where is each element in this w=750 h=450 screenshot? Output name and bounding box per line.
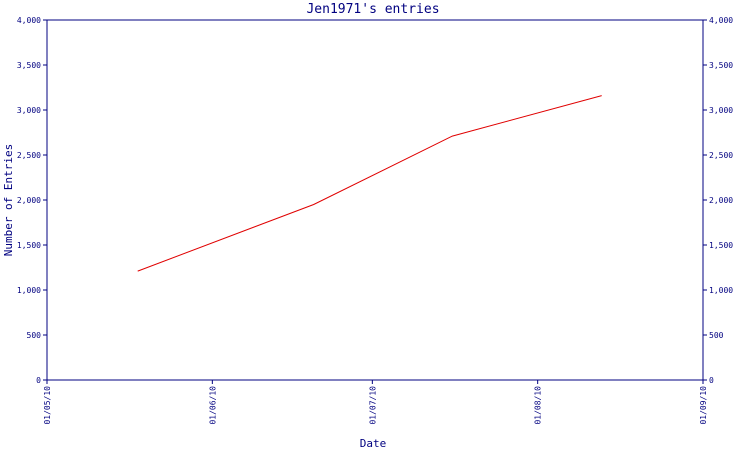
y-tick-label: 4,000 [17, 16, 41, 25]
plot-border [46, 19, 704, 381]
y-tick-label: 2,000 [17, 196, 41, 205]
y-tick-label: 2,500 [17, 151, 41, 160]
x-tick-label: 01/09/10 [699, 386, 708, 425]
x-tick-label: 01/08/10 [534, 386, 543, 425]
y-axis-left: 0 500 1,000 1,500 2,000 2,500 3,000 3,500 4,000 [17, 16, 47, 385]
y-axis-right: 0 500 1,000 1,500 2,000 2,500 3,000 3,500 4,000 [703, 16, 733, 385]
y-tick-label: 500 [27, 331, 42, 340]
x-axis-label: Date [360, 437, 387, 450]
y-right-tick-label: 1,500 [709, 241, 733, 250]
x-tick-label: 01/07/10 [368, 386, 377, 425]
plot-frame [46, 19, 704, 381]
y-right-tick-label: 3,000 [709, 106, 733, 115]
y-tick-label: 3,500 [17, 61, 41, 70]
y-tick-label: 0 [36, 376, 41, 385]
y-tick-label: 3,000 [17, 106, 41, 115]
y-right-tick-label: 3,500 [709, 61, 733, 70]
x-tick-label: 01/05/10 [43, 386, 52, 425]
y-right-tick-label: 0 [709, 376, 714, 385]
y-right-tick-label: 1,000 [709, 286, 733, 295]
y-tick-label: 1,500 [17, 241, 41, 250]
y-right-tick-label: 4,000 [709, 16, 733, 25]
x-tick-label: 01/06/10 [208, 386, 217, 425]
y-axis-label: Number of Entries [2, 144, 15, 257]
y-right-tick-label: 2,500 [709, 151, 733, 160]
y-right-tick-label: 2,000 [709, 196, 733, 205]
series-line [137, 95, 602, 272]
y-tick-label: 1,000 [17, 286, 41, 295]
y-right-tick-label: 500 [709, 331, 724, 340]
chart-title: Jen1971's entries [306, 2, 439, 17]
series-group [137, 95, 602, 272]
x-axis: 01/05/10 01/06/10 01/07/10 01/08/10 01/09/10 [43, 380, 708, 425]
